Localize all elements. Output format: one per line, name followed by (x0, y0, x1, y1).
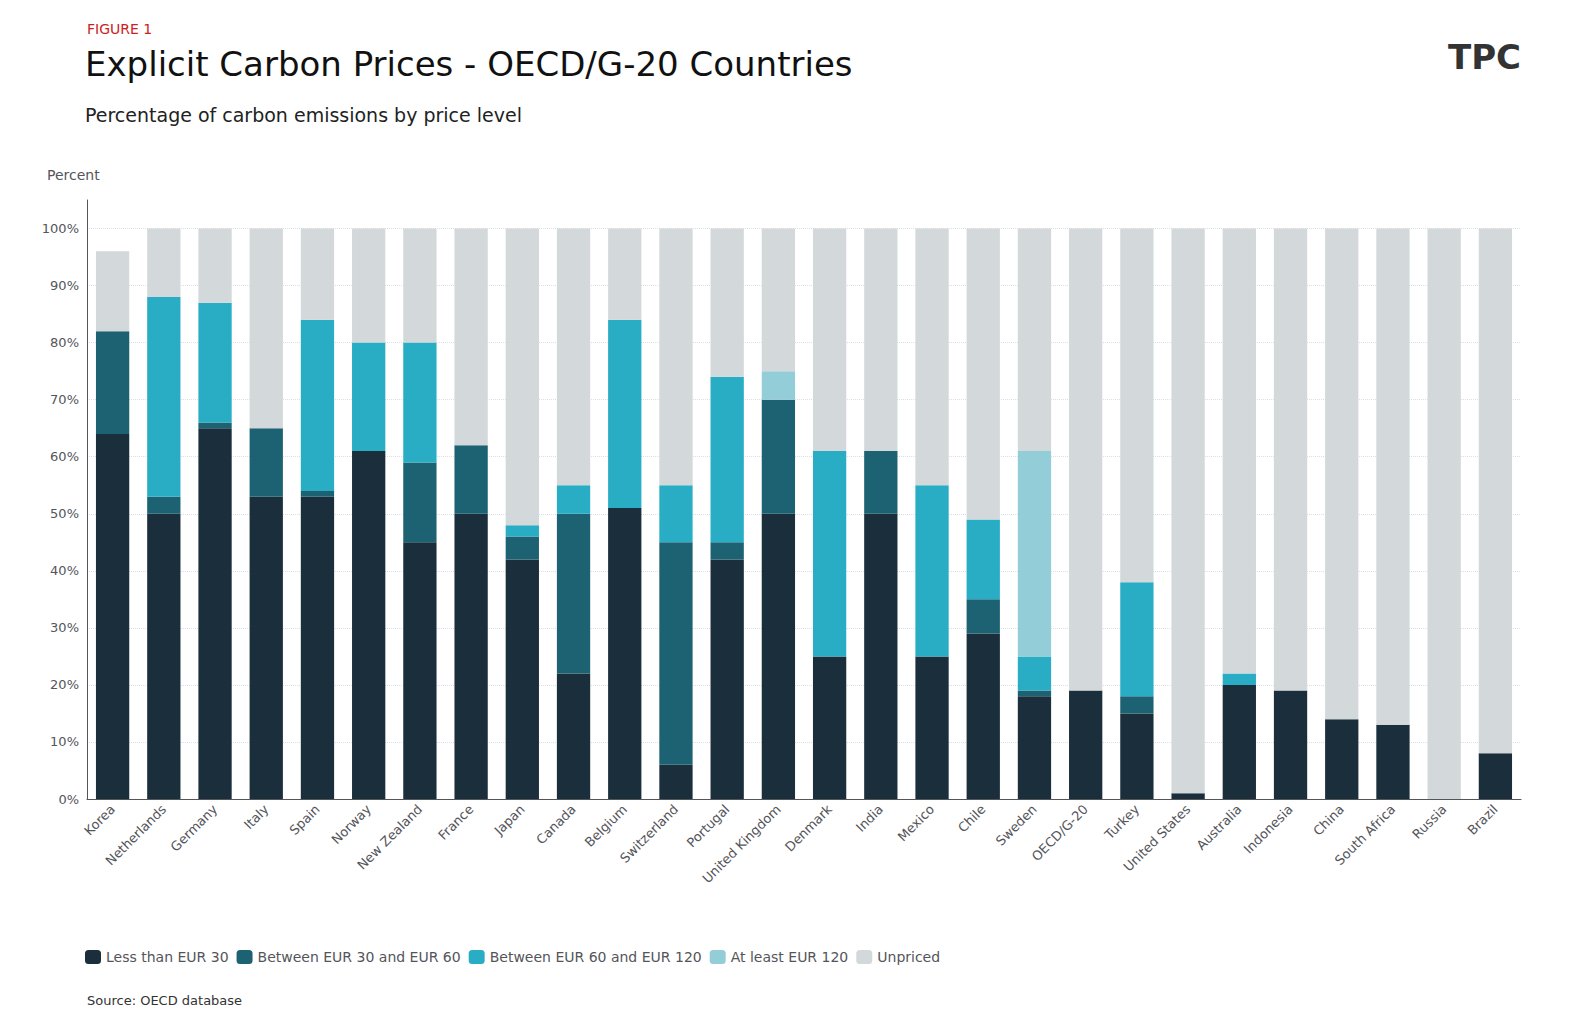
svg-text:Percent: Percent (47, 167, 100, 183)
svg-text:70%: 70% (50, 392, 79, 407)
svg-text:Turkey: Turkey (1101, 801, 1142, 842)
svg-text:Denmark: Denmark (782, 801, 835, 854)
svg-text:Between EUR 60 and EUR 120: Between EUR 60 and EUR 120 (490, 949, 702, 965)
svg-text:Between EUR 30 and EUR 60: Between EUR 30 and EUR 60 (258, 949, 461, 965)
svg-text:Australia: Australia (1193, 802, 1244, 853)
svg-text:50%: 50% (50, 506, 79, 521)
svg-text:Sweden: Sweden (993, 802, 1040, 849)
svg-text:Canada: Canada (533, 802, 579, 848)
svg-text:Indonesia: Indonesia (1241, 802, 1296, 857)
svg-text:Percentage of carbon emissions: Percentage of carbon emissions by price … (85, 104, 522, 126)
svg-text:France: France (435, 802, 476, 843)
svg-text:Germany: Germany (168, 801, 221, 854)
svg-text:Explicit Carbon Prices - OECD/: Explicit Carbon Prices - OECD/G-20 Count… (85, 44, 853, 84)
svg-text:Japan: Japan (491, 802, 528, 839)
svg-text:10%: 10% (50, 734, 79, 749)
svg-text:0%: 0% (58, 792, 79, 807)
svg-text:90%: 90% (50, 278, 79, 293)
svg-text:United States: United States (1121, 802, 1194, 875)
svg-text:Russia: Russia (1409, 802, 1449, 842)
svg-text:TPC: TPC (1448, 37, 1521, 77)
svg-text:New Zealand: New Zealand (354, 802, 425, 873)
svg-text:Chile: Chile (955, 802, 989, 836)
svg-text:Switzerland: Switzerland (617, 802, 681, 866)
svg-text:100%: 100% (42, 221, 79, 236)
svg-text:FIGURE 1: FIGURE 1 (87, 21, 152, 37)
svg-text:Source: OECD database: Source: OECD database (87, 993, 242, 1008)
svg-text:Korea: Korea (81, 802, 118, 839)
svg-text:Norway: Norway (329, 801, 375, 847)
svg-text:80%: 80% (50, 335, 79, 350)
svg-text:30%: 30% (50, 620, 79, 635)
svg-text:India: India (853, 802, 886, 835)
svg-text:Spain: Spain (287, 802, 323, 838)
svg-text:40%: 40% (50, 563, 79, 578)
svg-text:United Kingdom: United Kingdom (699, 802, 783, 886)
svg-text:China: China (1310, 802, 1347, 839)
svg-text:At least EUR 120: At least EUR 120 (731, 949, 849, 965)
svg-text:60%: 60% (50, 449, 79, 464)
svg-text:Netherlands: Netherlands (103, 802, 170, 869)
svg-text:Less than EUR 30: Less than EUR 30 (106, 949, 229, 965)
svg-text:South Africa: South Africa (1332, 802, 1398, 868)
svg-text:Portugal: Portugal (684, 802, 733, 851)
svg-text:Mexico: Mexico (895, 802, 938, 845)
svg-text:OECD/G-20: OECD/G-20 (1029, 802, 1091, 864)
svg-text:20%: 20% (50, 677, 79, 692)
svg-text:Unpriced: Unpriced (877, 949, 940, 965)
svg-text:Brazil: Brazil (1464, 802, 1500, 838)
svg-text:Belgium: Belgium (582, 802, 630, 850)
svg-text:Italy: Italy (241, 801, 272, 832)
